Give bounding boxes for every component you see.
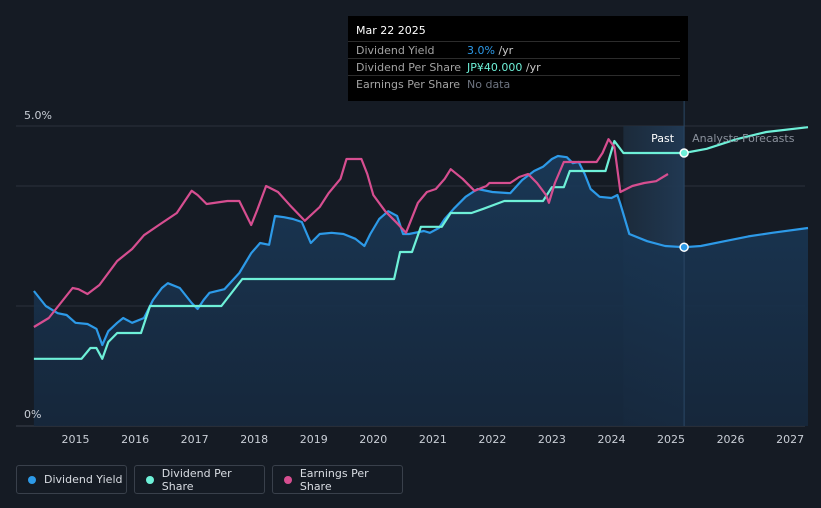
- x-axis-tick-label: 2015: [62, 433, 90, 446]
- tooltip-date: Mar 22 2025: [356, 24, 426, 37]
- x-axis-tick-label: 2016: [121, 433, 149, 446]
- cursor-point-dividend-per-share: [679, 148, 689, 158]
- series-line-dividend-per-share: [33, 126, 809, 360]
- tooltip-label: Dividend Per Share: [356, 61, 462, 74]
- legend-dot-icon: [28, 475, 36, 484]
- series-area-dividend-yield: [33, 156, 808, 426]
- y-axis-label: 5.0%: [24, 109, 52, 122]
- x-axis-tick-label: 2019: [300, 433, 328, 446]
- x-axis-tick-label: 2026: [717, 433, 745, 446]
- past-label: Past: [651, 132, 675, 145]
- legend-dot-icon: [146, 475, 154, 484]
- tooltip-value: 3.0% /yr: [467, 44, 513, 57]
- tooltip-value-number: JP¥40.000: [467, 61, 523, 74]
- tooltip-row-dividend-per-share: Dividend Per Share JP¥40.000 /yr: [348, 58, 680, 76]
- x-axis-tick-label: 2022: [478, 433, 506, 446]
- x-axis-tick-label: 2025: [657, 433, 685, 446]
- x-axis-tick-label: 2020: [359, 433, 387, 446]
- legend-label: Earnings Per Share: [299, 466, 369, 493]
- legend-item-dividend-per-share[interactable]: Dividend Per Share: [134, 465, 265, 494]
- x-axis-tick-label: 2021: [419, 433, 447, 446]
- y-axis-label: 0%: [24, 408, 41, 421]
- x-axis-tick-label: 2024: [597, 433, 625, 446]
- x-axis-tick-label: 2017: [181, 433, 209, 446]
- tooltip: Mar 22 2025 Dividend Yield 3.0% /yr Divi…: [348, 16, 688, 101]
- tooltip-value: JP¥40.000 /yr: [467, 61, 541, 74]
- legend-item-dividend-yield[interactable]: Dividend Yield: [16, 465, 127, 494]
- x-axis-tick-label: 2023: [538, 433, 566, 446]
- tooltip-row-dividend-yield: Dividend Yield 3.0% /yr: [348, 41, 680, 59]
- series-line-dividend-yield: [33, 154, 809, 347]
- tooltip-value: No data: [467, 78, 510, 91]
- tooltip-value-number: No data: [467, 78, 511, 91]
- legend-label: Dividend Yield: [44, 473, 123, 486]
- tooltip-row-earnings-per-share: Earnings Per Share No data: [348, 75, 680, 93]
- cursor-point-dividend-yield: [679, 242, 689, 252]
- legend-label: Dividend Per Share: [161, 466, 232, 493]
- x-axis-tick-label: 2018: [240, 433, 268, 446]
- x-axis-tick-label: 2027: [776, 433, 804, 446]
- forecast-label: Analysts Forecasts: [692, 132, 795, 145]
- tooltip-label: Dividend Yield: [356, 44, 435, 57]
- legend-dot-icon: [284, 475, 292, 484]
- tooltip-value-number: 3.0%: [467, 44, 495, 57]
- legend-item-earnings-per-share[interactable]: Earnings Per Share: [272, 465, 403, 494]
- series-line-earnings-per-share: [33, 138, 669, 328]
- tooltip-label: Earnings Per Share: [356, 78, 461, 91]
- tooltip-value-unit: /yr: [522, 61, 541, 74]
- tooltip-value-unit: /yr: [494, 44, 514, 57]
